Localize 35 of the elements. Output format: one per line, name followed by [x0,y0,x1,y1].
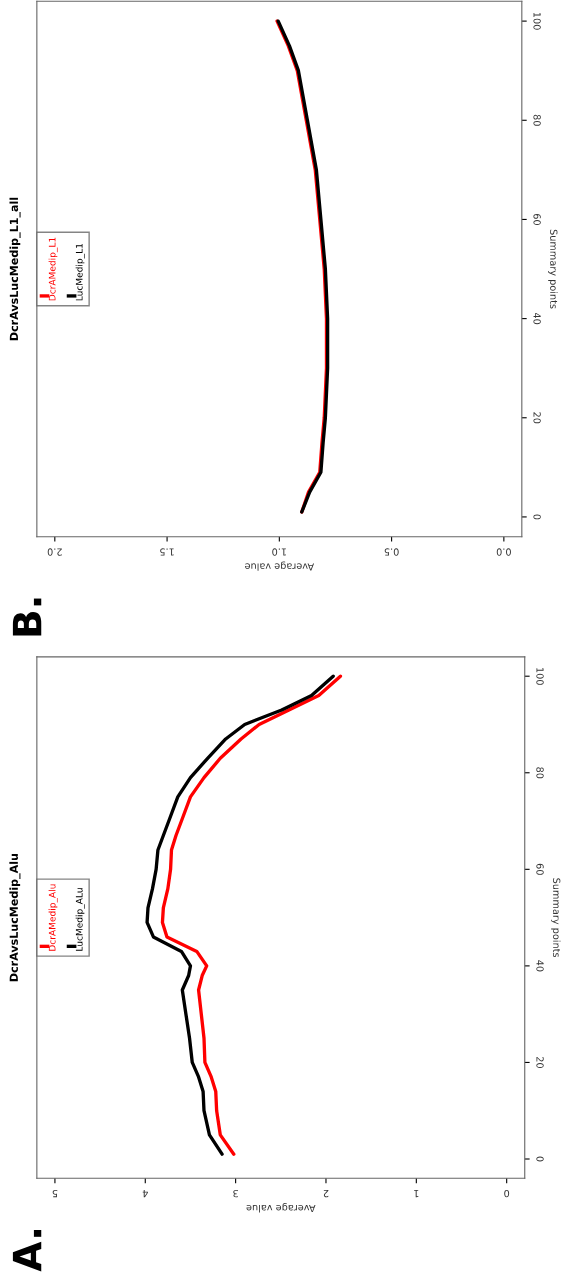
y-tick-label: 80 [533,114,541,126]
y-axis-title: Summary points [551,878,561,958]
y-tick-label: 0 [536,1156,544,1162]
y-tick-label: 0 [533,514,541,520]
x-tick-label: 1 [414,1190,419,1198]
x-axis-title: Average value [245,561,315,571]
text: DcrAMedip_Alu [48,884,58,951]
x-tick-label: 5 [52,1189,58,1198]
x-tick-label: 1.5 [160,548,174,556]
y-axis-title: Summary points [548,229,558,309]
text: DcrAMedip_L1 [48,237,58,301]
text: DcrAvsLucMedip_L1_all [9,197,21,341]
text: DcrAvsLucMedip_Alu [9,853,21,982]
y-tick-label: 60 [533,213,541,225]
x-tick-label: 4 [142,1190,148,1198]
text: LucMedip_ALu [75,888,85,951]
text: B. [12,598,42,636]
y-tick-label: 40 [536,960,544,972]
text: A. [12,1229,42,1272]
y-tick-label: 20 [536,1056,544,1068]
x-tick-label: 0.5 [384,548,399,556]
y-tick-label: 60 [536,863,544,875]
y-tick-label: 40 [533,312,541,325]
x-tick-label: 3 [233,1189,238,1198]
x-tick-label: 0.0 [496,548,511,556]
y-tick-label: 100 [533,12,541,30]
y-tick-label: 100 [536,667,544,685]
x-tick-label: 2 [323,1190,329,1198]
x-axis-title: Average value [246,1203,316,1213]
x-tick-label: 1.0 [272,548,286,556]
text: LucMedip_L1 [75,243,85,301]
x-tick-label: 0 [504,1189,510,1198]
x-tick-label: 2.0 [47,548,62,556]
y-tick-label: 20 [533,412,541,424]
y-tick-label: 80 [536,767,544,779]
